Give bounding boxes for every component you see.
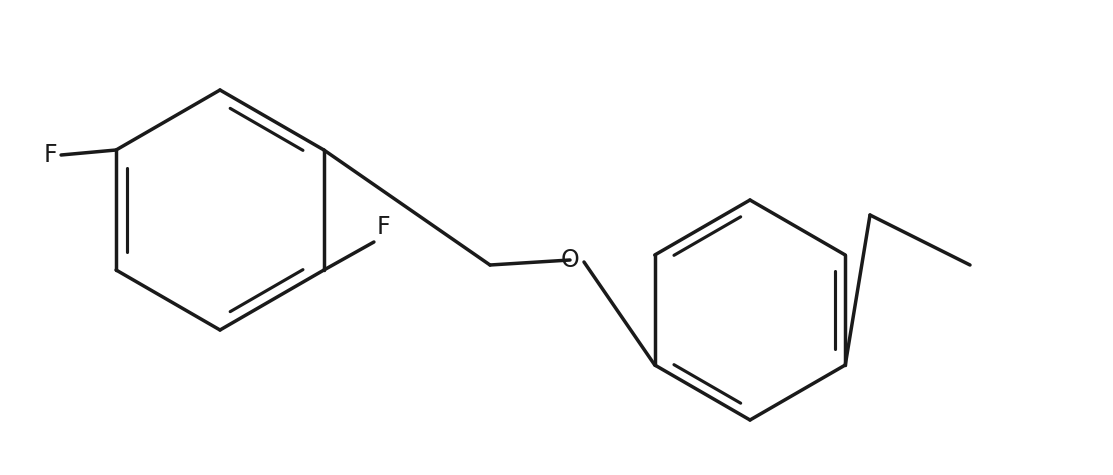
Text: F: F (377, 215, 391, 239)
Text: F: F (43, 143, 57, 167)
Text: O: O (561, 248, 580, 272)
